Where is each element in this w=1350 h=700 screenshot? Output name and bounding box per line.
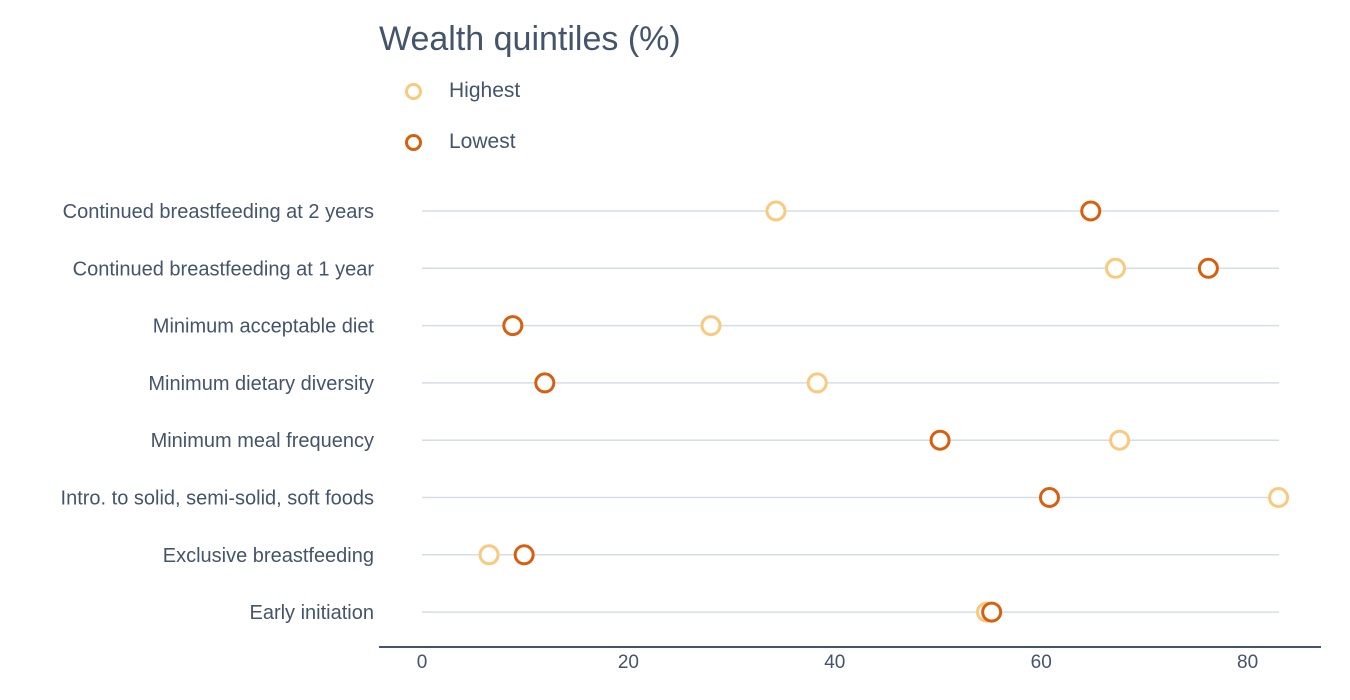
- dot-lowest: [502, 315, 524, 337]
- dot-highest: [765, 200, 787, 222]
- category-label: Minimum dietary diversity: [148, 373, 374, 395]
- chart-title: Wealth quintiles (%): [379, 20, 681, 58]
- x-tick-label: 60: [1031, 652, 1052, 673]
- dot-lowest: [1080, 200, 1102, 222]
- dot-lowest: [1197, 257, 1219, 279]
- x-tick-label: 20: [618, 652, 639, 673]
- category-label: Intro. to solid, semi-solid, soft foods: [61, 488, 374, 510]
- dot-highest: [806, 372, 828, 394]
- x-tick-label: 80: [1237, 652, 1258, 673]
- category-label: Minimum meal frequency: [151, 430, 374, 452]
- dot-lowest: [534, 372, 556, 394]
- category-label: Continued breastfeeding at 1 year: [73, 258, 375, 280]
- dot-highest: [1109, 429, 1131, 451]
- legend-item-lowest: Lowest: [405, 129, 516, 155]
- legend-label-highest: Highest: [449, 79, 521, 102]
- dot-highest: [1105, 257, 1127, 279]
- legend-label-lowest: Lowest: [449, 130, 516, 153]
- legend-marker-lowest: [405, 133, 422, 151]
- x-tick-label: 0: [417, 652, 428, 673]
- category-label: Minimum acceptable diet: [153, 316, 375, 338]
- dot-lowest: [1038, 487, 1060, 508]
- dot-highest: [700, 315, 722, 337]
- legend-item-highest: Highest: [405, 78, 520, 104]
- category-label: Continued breastfeeding at 2 years: [63, 201, 374, 223]
- dot-lowest: [513, 544, 535, 566]
- dot-highest: [1268, 487, 1290, 508]
- legend-marker-highest: [405, 82, 422, 100]
- category-label: Exclusive breastfeeding: [163, 545, 374, 567]
- dot-lowest: [981, 601, 1003, 623]
- dot-lowest: [929, 429, 951, 451]
- x-tick-label: 40: [824, 652, 845, 673]
- category-label: Early initiation: [249, 602, 374, 624]
- dot-highest: [478, 544, 500, 566]
